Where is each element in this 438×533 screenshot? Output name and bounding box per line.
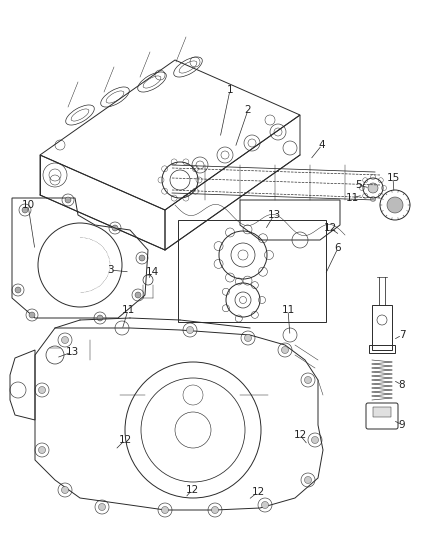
Text: 12: 12 (185, 485, 198, 495)
Text: 5: 5 (355, 180, 361, 190)
Text: 8: 8 (399, 380, 405, 390)
Circle shape (212, 506, 219, 513)
Circle shape (29, 312, 35, 318)
Text: 7: 7 (399, 330, 405, 340)
Bar (373, 407, 391, 417)
Text: 13: 13 (267, 210, 281, 220)
Circle shape (368, 183, 378, 193)
Text: 1: 1 (227, 85, 233, 95)
Text: 2: 2 (245, 105, 251, 115)
Text: 12: 12 (293, 430, 307, 440)
Circle shape (97, 315, 103, 321)
Circle shape (304, 376, 311, 384)
Circle shape (282, 346, 289, 353)
Text: 4: 4 (319, 140, 325, 150)
Circle shape (244, 335, 251, 342)
Text: 14: 14 (145, 267, 159, 277)
Circle shape (162, 506, 169, 513)
Bar (178, 220, 326, 322)
Text: 12: 12 (118, 435, 132, 445)
Circle shape (65, 197, 71, 203)
Circle shape (22, 207, 28, 213)
Text: 6: 6 (335, 243, 341, 253)
Bar (369, 345, 395, 353)
Text: 12: 12 (323, 223, 337, 233)
Circle shape (15, 287, 21, 293)
Text: 3: 3 (107, 265, 113, 275)
Text: 13: 13 (65, 347, 79, 357)
Circle shape (112, 225, 118, 231)
Circle shape (135, 292, 141, 298)
Text: 11: 11 (121, 305, 134, 315)
Bar (372, 305, 392, 350)
Circle shape (99, 504, 106, 511)
Circle shape (61, 336, 68, 343)
Circle shape (311, 437, 318, 443)
Text: 10: 10 (21, 200, 35, 210)
Circle shape (187, 327, 194, 334)
Circle shape (139, 255, 145, 261)
Circle shape (39, 447, 46, 454)
Circle shape (387, 197, 403, 213)
Circle shape (39, 386, 46, 393)
Circle shape (304, 477, 311, 483)
Text: 15: 15 (386, 173, 399, 183)
Text: 9: 9 (399, 420, 405, 430)
Text: 11: 11 (346, 193, 359, 203)
Text: 11: 11 (281, 305, 295, 315)
Text: 12: 12 (251, 487, 265, 497)
Circle shape (261, 502, 268, 508)
Circle shape (61, 487, 68, 494)
